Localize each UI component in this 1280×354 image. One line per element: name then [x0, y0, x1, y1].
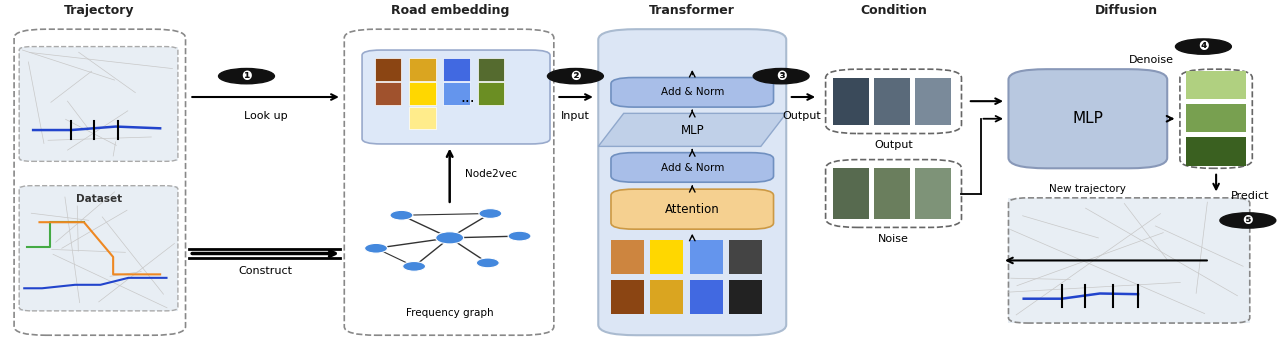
Bar: [443, 82, 470, 105]
FancyBboxPatch shape: [598, 29, 786, 335]
Ellipse shape: [508, 231, 531, 241]
Text: Denoise: Denoise: [1129, 56, 1174, 65]
Bar: [443, 58, 470, 81]
Circle shape: [219, 68, 274, 84]
Ellipse shape: [435, 232, 463, 244]
Text: MLP: MLP: [1073, 111, 1103, 126]
Bar: [19, 47, 178, 161]
Text: ❶: ❶: [241, 70, 252, 82]
Text: New trajectory: New trajectory: [1050, 184, 1126, 194]
Bar: [19, 186, 178, 311]
Ellipse shape: [365, 244, 388, 253]
Bar: [730, 280, 762, 314]
FancyBboxPatch shape: [611, 189, 773, 229]
Bar: [874, 168, 910, 219]
Bar: [410, 58, 435, 81]
Text: Node2vec: Node2vec: [465, 169, 517, 178]
Text: Trajectory: Trajectory: [64, 4, 134, 17]
Bar: [410, 107, 435, 129]
Text: Add & Norm: Add & Norm: [660, 162, 724, 173]
Bar: [650, 240, 684, 274]
Bar: [410, 82, 435, 105]
Bar: [915, 78, 951, 125]
Text: Input: Input: [561, 111, 590, 121]
Bar: [477, 58, 504, 81]
Bar: [730, 240, 762, 274]
Text: Road embedding: Road embedding: [390, 4, 509, 17]
Text: ❸: ❸: [776, 70, 786, 82]
Bar: [611, 240, 644, 274]
Text: MLP: MLP: [681, 124, 704, 137]
Circle shape: [753, 68, 809, 84]
Circle shape: [1220, 213, 1276, 228]
Circle shape: [1175, 39, 1231, 54]
Text: Frequency graph: Frequency graph: [406, 308, 494, 318]
Text: Add & Norm: Add & Norm: [660, 87, 724, 97]
Ellipse shape: [476, 258, 499, 268]
Bar: [1009, 198, 1249, 323]
FancyBboxPatch shape: [611, 153, 773, 182]
Polygon shape: [598, 113, 786, 147]
FancyBboxPatch shape: [362, 50, 550, 144]
Text: Condition: Condition: [860, 4, 927, 17]
Text: ❹: ❹: [1198, 40, 1208, 53]
Text: Noise: Noise: [878, 234, 909, 244]
Bar: [375, 58, 402, 81]
Bar: [874, 78, 910, 125]
Text: ❷: ❷: [570, 70, 581, 82]
Text: Look up: Look up: [243, 111, 287, 121]
Ellipse shape: [479, 209, 502, 218]
Bar: [833, 168, 869, 219]
Bar: [690, 280, 723, 314]
Text: Attention: Attention: [664, 203, 719, 216]
Text: ...: ...: [460, 90, 475, 104]
Bar: [690, 240, 723, 274]
Text: Diffusion: Diffusion: [1094, 4, 1158, 17]
Bar: [1187, 70, 1245, 99]
Bar: [833, 78, 869, 125]
Bar: [611, 280, 644, 314]
Text: Dataset: Dataset: [76, 194, 122, 204]
FancyBboxPatch shape: [1009, 69, 1167, 168]
Text: Construct: Construct: [238, 266, 293, 276]
Bar: [1187, 104, 1245, 132]
Text: Transformer: Transformer: [649, 4, 735, 17]
Bar: [375, 82, 402, 105]
FancyBboxPatch shape: [611, 78, 773, 107]
Bar: [915, 168, 951, 219]
Text: ❺: ❺: [1243, 214, 1253, 227]
Text: Output: Output: [874, 141, 913, 150]
Circle shape: [548, 68, 603, 84]
Ellipse shape: [390, 210, 413, 220]
Text: Output: Output: [782, 111, 820, 121]
Bar: [1187, 137, 1245, 166]
Text: Predict: Predict: [1231, 191, 1270, 201]
Ellipse shape: [403, 262, 425, 271]
Bar: [650, 280, 684, 314]
Bar: [477, 82, 504, 105]
